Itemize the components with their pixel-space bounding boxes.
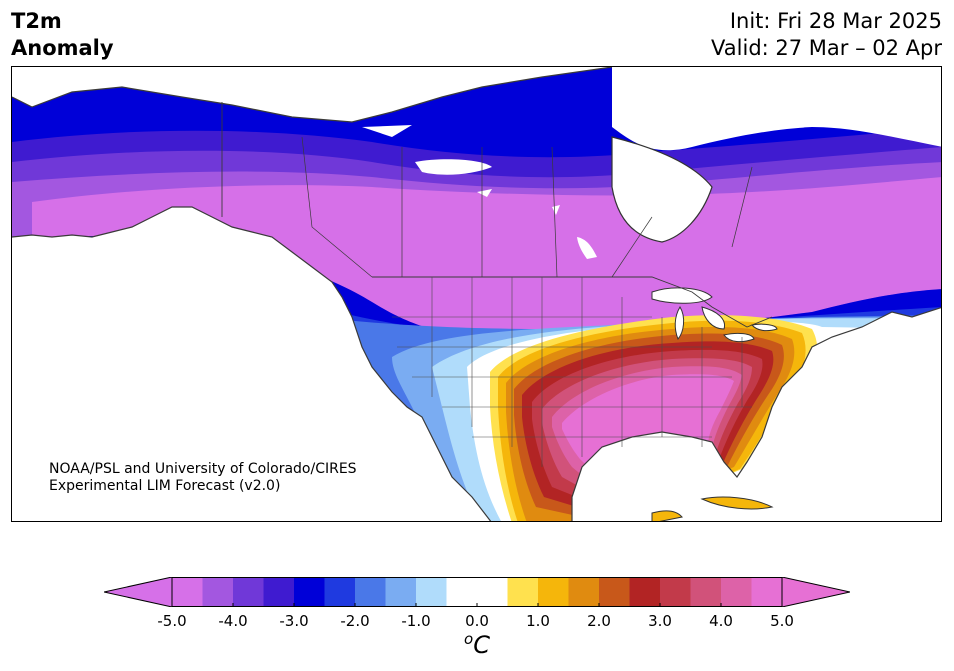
unit-label: oC bbox=[464, 630, 490, 659]
colorbar-swatch bbox=[202, 577, 234, 607]
colorbar-swatch bbox=[507, 577, 539, 607]
colorbar bbox=[103, 576, 851, 608]
plot-title-left: T2m Anomaly bbox=[11, 8, 114, 62]
colorbar-swatch bbox=[263, 577, 295, 607]
colorbar-tick-label: -5.0 bbox=[157, 612, 187, 630]
colorbar-tick-label: 1.0 bbox=[526, 612, 550, 630]
unit-letter: C bbox=[473, 631, 490, 659]
unit-degree-symbol: o bbox=[464, 630, 474, 648]
colorbar-swatch bbox=[233, 577, 264, 607]
credit-line-1: NOAA/PSL and University of Colorado/CIRE… bbox=[49, 461, 357, 477]
init-date: Init: Fri 28 Mar 2025 bbox=[729, 9, 942, 33]
colorbar-swatch bbox=[568, 577, 600, 607]
colorbar-tick-label: 2.0 bbox=[587, 612, 611, 630]
colorbar-extend-under bbox=[103, 576, 173, 608]
colorbar-tick-label: -4.0 bbox=[218, 612, 248, 630]
colorbar-swatch bbox=[660, 577, 691, 607]
colorbar-swatch bbox=[629, 577, 661, 607]
colorbar-swatch bbox=[355, 577, 386, 607]
colorbar-tick-label: 5.0 bbox=[770, 612, 794, 630]
anomaly-map bbox=[11, 66, 942, 522]
credit-line-2: Experimental LIM Forecast (v2.0) bbox=[49, 478, 281, 494]
ocean-and-ice bbox=[362, 67, 941, 259]
colorbar-tick-label: -3.0 bbox=[279, 612, 309, 630]
map-canvas bbox=[12, 67, 941, 521]
variable-name: T2m bbox=[11, 9, 62, 33]
valid-range: Valid: 27 Mar – 02 Apr bbox=[711, 36, 942, 60]
caribbean bbox=[651, 496, 774, 521]
colorbar-extend-over bbox=[781, 576, 851, 608]
colorbar-swatch bbox=[751, 577, 783, 607]
colorbar-tick-label: 0.0 bbox=[465, 612, 489, 630]
colorbar-swatch bbox=[385, 577, 417, 607]
colorbar-tick-label: 3.0 bbox=[648, 612, 672, 630]
colorbar-svg bbox=[103, 576, 851, 608]
colorbar-swatch bbox=[416, 577, 447, 607]
colorbar-swatch bbox=[446, 577, 478, 607]
colorbar-tick-label: -2.0 bbox=[340, 612, 370, 630]
colorbar-tick-label: 4.0 bbox=[709, 612, 733, 630]
colorbar-swatch bbox=[172, 577, 203, 607]
colorbar-swatch bbox=[721, 577, 752, 607]
plot-title-right: Init: Fri 28 Mar 2025 Valid: 27 Mar – 02… bbox=[711, 8, 942, 62]
colorbar-swatch bbox=[294, 577, 325, 607]
colorbar-swatch bbox=[690, 577, 722, 607]
anomaly-field bbox=[12, 67, 941, 521]
borders bbox=[12, 67, 941, 521]
state-borders bbox=[392, 277, 752, 467]
field-name: Anomaly bbox=[11, 36, 114, 60]
colorbar-swatch bbox=[538, 577, 569, 607]
great-lakes bbox=[651, 287, 778, 343]
colorbar-swatch bbox=[324, 577, 356, 607]
colorbar-swatch bbox=[599, 577, 630, 607]
colorbar-tick-label: -1.0 bbox=[401, 612, 431, 630]
colorbar-swatch bbox=[477, 577, 508, 607]
credit-text: NOAA/PSL and University of Colorado/CIRE… bbox=[49, 461, 357, 495]
